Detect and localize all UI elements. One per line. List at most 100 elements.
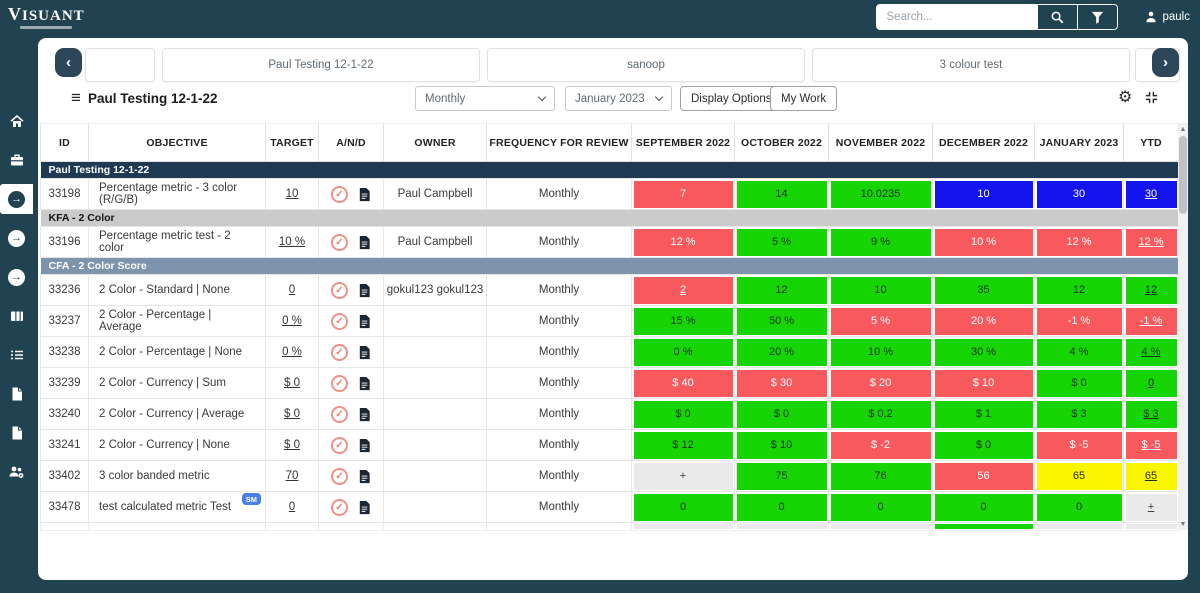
metric-value-cell[interactable]: 12 [1036, 276, 1122, 304]
metric-value-cell[interactable]: 10.0235 [830, 180, 931, 208]
menu-icon[interactable]: ≡ [71, 88, 81, 107]
scrollbar-thumb[interactable] [1179, 136, 1187, 214]
metric-value-cell[interactable]: $ -2 [830, 431, 931, 459]
tab-3-colour-test[interactable]: 3 colour test [812, 48, 1130, 82]
sidebar-item-checklist[interactable] [0, 340, 33, 370]
partial-value-cell[interactable] [934, 524, 1033, 529]
filter-button[interactable] [1076, 5, 1117, 29]
metric-value-cell[interactable]: 30 [1036, 180, 1122, 208]
note-icon[interactable] [358, 314, 371, 329]
approve-icon[interactable]: ✓ [331, 467, 348, 485]
target-link[interactable]: 0 [288, 284, 296, 296]
tab-partial-left[interactable] [85, 48, 155, 82]
metric-value-cell[interactable]: 12 [1125, 276, 1177, 304]
metric-value-cell[interactable]: 10 [934, 180, 1033, 208]
sidebar-item-arrow-3[interactable]: → [0, 262, 33, 292]
sidebar-item-report-2[interactable] [0, 418, 33, 448]
note-icon[interactable] [358, 283, 371, 298]
sidebar-item-home[interactable] [0, 106, 33, 136]
approve-icon[interactable]: ✓ [331, 343, 348, 361]
metric-value-cell[interactable]: 65 [1125, 462, 1177, 490]
sidebar-item-arrow-2[interactable]: → [0, 223, 33, 253]
tab-sanoop[interactable]: sanoop [487, 48, 805, 82]
search-button[interactable] [1036, 5, 1077, 29]
target-link[interactable]: $ 0 [284, 377, 300, 389]
tab-paul-testing-12-1-22[interactable]: Paul Testing 12-1-22 [162, 48, 480, 82]
metric-value-cell[interactable]: $ 40 [633, 369, 733, 397]
metric-value-cell[interactable]: 75 [736, 462, 827, 490]
metric-value-cell[interactable]: $ -5 [1125, 431, 1177, 459]
fullscreen-toggle-icon[interactable] [1144, 90, 1159, 110]
sidebar-item-users-admin[interactable] [0, 457, 33, 487]
partial-value-cell[interactable] [1036, 524, 1122, 529]
metric-value-cell[interactable]: 20 % [736, 338, 827, 366]
metric-value-cell[interactable]: 30 [1125, 180, 1177, 208]
metric-value-cell[interactable]: $ 20 [830, 369, 931, 397]
note-icon[interactable] [358, 438, 371, 453]
target-link[interactable]: 10 [285, 188, 299, 200]
metric-value-cell[interactable]: 50 % [736, 307, 827, 335]
metric-value-cell[interactable]: $ 10 [934, 369, 1033, 397]
metric-value-cell[interactable]: $ 1 [934, 400, 1033, 428]
metric-value-cell[interactable]: 5 % [736, 228, 827, 256]
note-icon[interactable] [358, 500, 371, 515]
metric-value-cell[interactable]: 56 [934, 462, 1033, 490]
sidebar-item-report-1[interactable] [0, 379, 33, 409]
scroll-up-arrow[interactable]: ▲ [1179, 125, 1187, 133]
sidebar-item-briefcase[interactable] [0, 145, 33, 175]
display-options-button[interactable]: Display Options [680, 86, 783, 111]
target-link[interactable]: $ 0 [284, 408, 300, 420]
metric-value-cell[interactable]: 0 [934, 493, 1033, 521]
metric-value-cell[interactable]: $ 0 [1036, 369, 1122, 397]
metric-value-cell[interactable]: $ 0 [934, 431, 1033, 459]
search-input[interactable] [876, 5, 1037, 29]
user-menu[interactable]: paulc [1144, 10, 1190, 24]
metric-value-cell[interactable]: 4 % [1125, 338, 1177, 366]
approve-icon[interactable]: ✓ [331, 185, 348, 203]
metric-value-cell[interactable]: 35 [934, 276, 1033, 304]
metric-value-cell[interactable]: 12 % [1125, 228, 1177, 256]
metric-value-cell[interactable]: 10 % [830, 338, 931, 366]
approve-icon[interactable]: ✓ [331, 233, 348, 251]
metric-value-cell[interactable]: 9 % [830, 228, 931, 256]
metric-value-cell[interactable]: $ 3 [1125, 400, 1177, 428]
metric-value-cell[interactable]: + [1125, 493, 1177, 521]
metric-value-cell[interactable]: 5 % [830, 307, 931, 335]
metric-value-cell[interactable]: 12 [736, 276, 827, 304]
metric-value-cell[interactable]: 0 % [633, 338, 733, 366]
metric-value-cell[interactable]: 0 [830, 493, 931, 521]
metric-value-cell[interactable]: 4 % [1036, 338, 1122, 366]
tabs-scroll-right-button[interactable]: › [1152, 48, 1179, 77]
metric-value-cell[interactable]: 0 [736, 493, 827, 521]
vertical-scrollbar[interactable]: ▲ ▼ [1178, 123, 1188, 530]
frequency-select[interactable]: Monthly [415, 86, 555, 111]
metric-value-cell[interactable]: 12 % [633, 228, 733, 256]
target-link[interactable]: 0 [288, 501, 296, 513]
note-icon[interactable] [358, 407, 371, 422]
metric-value-cell[interactable]: 14 [736, 180, 827, 208]
month-select[interactable]: January 2023 [565, 86, 672, 111]
metric-value-cell[interactable]: + [633, 462, 733, 490]
metric-value-cell[interactable]: 0 [1125, 369, 1177, 397]
settings-gear-icon[interactable]: ⚙ [1118, 89, 1133, 106]
metric-value-cell[interactable]: -1 % [1036, 307, 1122, 335]
metric-value-cell[interactable]: $ 0.2 [830, 400, 931, 428]
metric-value-cell[interactable]: $ -5 [1036, 431, 1122, 459]
note-icon[interactable] [358, 235, 371, 250]
metric-value-cell[interactable]: $ 0 [736, 400, 827, 428]
tabs-scroll-left-button[interactable]: ‹ [55, 48, 82, 77]
metric-value-cell[interactable]: 12 % [1036, 228, 1122, 256]
target-link[interactable]: 0 % [282, 346, 302, 358]
partial-value-cell[interactable] [736, 524, 827, 529]
note-icon[interactable] [358, 187, 371, 202]
note-icon[interactable] [358, 345, 371, 360]
metric-value-cell[interactable]: 0 [633, 493, 733, 521]
my-work-button[interactable]: My Work [770, 86, 838, 111]
approve-icon[interactable]: ✓ [331, 374, 348, 392]
metric-value-cell[interactable]: 20 % [934, 307, 1033, 335]
partial-value-cell[interactable] [1125, 524, 1177, 529]
metric-value-cell[interactable]: 10 % [934, 228, 1033, 256]
approve-icon[interactable]: ✓ [331, 405, 348, 423]
metric-value-cell[interactable]: 76 [830, 462, 931, 490]
metric-value-cell[interactable]: $ 30 [736, 369, 827, 397]
